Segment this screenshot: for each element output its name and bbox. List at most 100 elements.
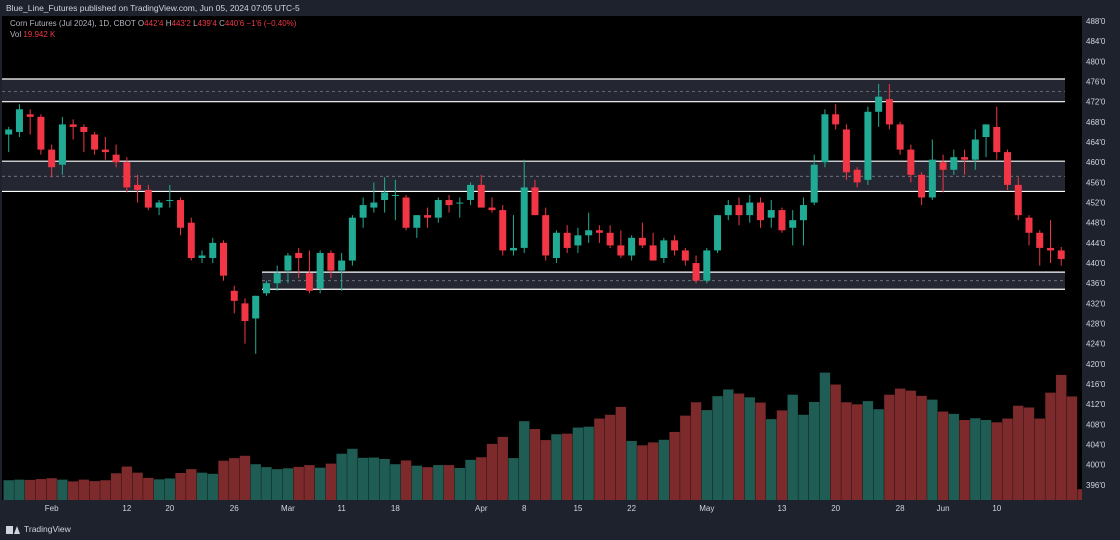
volume-bar bbox=[433, 465, 444, 500]
time-tick-label: 15 bbox=[573, 504, 582, 513]
candle-body bbox=[1004, 152, 1012, 185]
price-tick-label: 424'0 bbox=[1086, 340, 1106, 349]
legend-symbol[interactable]: Corn Futures (Jul 2024), 1D, CBOT bbox=[10, 19, 136, 28]
candle-body bbox=[617, 245, 625, 256]
volume-bar bbox=[282, 468, 294, 500]
zone-1-fill bbox=[2, 161, 1065, 192]
candle-body bbox=[961, 157, 969, 160]
candle-body bbox=[5, 129, 13, 135]
volume-bar bbox=[948, 413, 960, 500]
volume-bar bbox=[626, 440, 637, 500]
volume-bar bbox=[744, 397, 755, 500]
candle-body bbox=[885, 99, 893, 125]
volume-bar bbox=[57, 479, 68, 500]
candle-body bbox=[606, 232, 614, 246]
volume-bar bbox=[46, 478, 57, 500]
volume-bar bbox=[776, 410, 788, 500]
volume-bar bbox=[400, 460, 412, 500]
volume-bar bbox=[497, 436, 508, 500]
volume-bar bbox=[443, 465, 455, 500]
candle-body bbox=[821, 114, 829, 163]
volume-bar bbox=[1066, 396, 1078, 500]
volume-bar bbox=[970, 418, 981, 500]
volume-bar bbox=[314, 467, 326, 500]
candle-body bbox=[144, 189, 152, 208]
candle-body bbox=[241, 303, 249, 322]
volume-bar bbox=[637, 445, 648, 500]
volume-bar bbox=[196, 472, 208, 500]
volume-bar bbox=[239, 455, 251, 500]
candle-body bbox=[939, 162, 947, 170]
volume-bar bbox=[787, 394, 798, 500]
volume-bar bbox=[583, 426, 594, 500]
volume-bar bbox=[422, 467, 433, 500]
volume-bar bbox=[927, 399, 938, 500]
time-tick-label: 13 bbox=[778, 504, 787, 513]
volume-bar bbox=[110, 473, 122, 500]
candle-body bbox=[531, 187, 539, 216]
price-tick-label: 452'0 bbox=[1086, 199, 1106, 208]
candle-body bbox=[134, 184, 142, 190]
volume-bar bbox=[604, 414, 616, 500]
time-tick-label: May bbox=[699, 504, 714, 513]
volume-bar bbox=[293, 466, 304, 500]
volume-bar bbox=[529, 429, 541, 500]
candle-body bbox=[778, 210, 786, 231]
candle-body bbox=[1014, 184, 1022, 216]
price-tick-label: 408'0 bbox=[1086, 420, 1106, 429]
candle-body bbox=[842, 129, 850, 173]
volume-bar bbox=[67, 481, 79, 500]
candle-body bbox=[26, 114, 34, 117]
zone-0-fill bbox=[2, 79, 1065, 102]
candle-body bbox=[509, 247, 517, 251]
volume-bar bbox=[476, 457, 487, 500]
time-tick-label: 26 bbox=[230, 504, 239, 513]
volume-bar bbox=[873, 409, 884, 500]
legend-volume-label[interactable]: Vol bbox=[10, 30, 22, 39]
candle-body bbox=[477, 184, 485, 208]
volume-bar bbox=[959, 420, 970, 500]
footer-bar: TradingView bbox=[0, 520, 1120, 540]
candle-body bbox=[950, 157, 958, 170]
volume-bar bbox=[336, 453, 347, 500]
candle-body bbox=[112, 154, 120, 163]
candlestick-chart[interactable]: 488'0 484'0 480'0 476'0 472'0 468'0 464'0 460'0… bbox=[0, 0, 1120, 520]
candle-body bbox=[391, 194, 399, 196]
tradingview-logo[interactable]: TradingView bbox=[6, 524, 71, 534]
candle-body bbox=[413, 215, 421, 228]
volume-bar bbox=[304, 465, 315, 500]
candle-body bbox=[853, 169, 861, 183]
legend-change: −1'6 (−0.40%) bbox=[246, 19, 297, 28]
candle-body bbox=[789, 220, 797, 228]
volume-bar bbox=[465, 459, 476, 500]
volume-bar bbox=[390, 464, 401, 500]
price-tick-label: 396'0 bbox=[1086, 481, 1106, 490]
publisher-bar: Blue_Line_Futures published on TradingVi… bbox=[0, 0, 1120, 16]
candle-body bbox=[338, 260, 346, 271]
candle-body bbox=[252, 295, 260, 319]
volume-bar bbox=[508, 458, 519, 500]
price-tick-label: 464'0 bbox=[1086, 138, 1106, 147]
volume-bar bbox=[894, 388, 906, 500]
candle-body bbox=[1046, 247, 1054, 251]
candle-body bbox=[896, 124, 904, 150]
volume-bar bbox=[229, 458, 240, 500]
candle-body bbox=[746, 202, 754, 216]
candle-body bbox=[714, 215, 722, 251]
candle-body bbox=[810, 164, 818, 203]
legend-high-value: 443'2 bbox=[171, 19, 191, 28]
candle-body bbox=[209, 242, 217, 258]
candle-body bbox=[198, 255, 206, 258]
legend-volume-row: Vol 19.942 K bbox=[10, 29, 296, 40]
volume-bar bbox=[143, 477, 154, 500]
candle-body bbox=[660, 240, 668, 258]
volume-bar bbox=[78, 479, 90, 500]
volume-bar bbox=[851, 404, 863, 500]
volume-bar bbox=[980, 420, 992, 500]
candle-body bbox=[220, 242, 227, 276]
candle-body bbox=[638, 237, 646, 246]
candle-body bbox=[1057, 250, 1065, 260]
volume-bar bbox=[250, 464, 261, 500]
volume-bar bbox=[519, 421, 530, 500]
